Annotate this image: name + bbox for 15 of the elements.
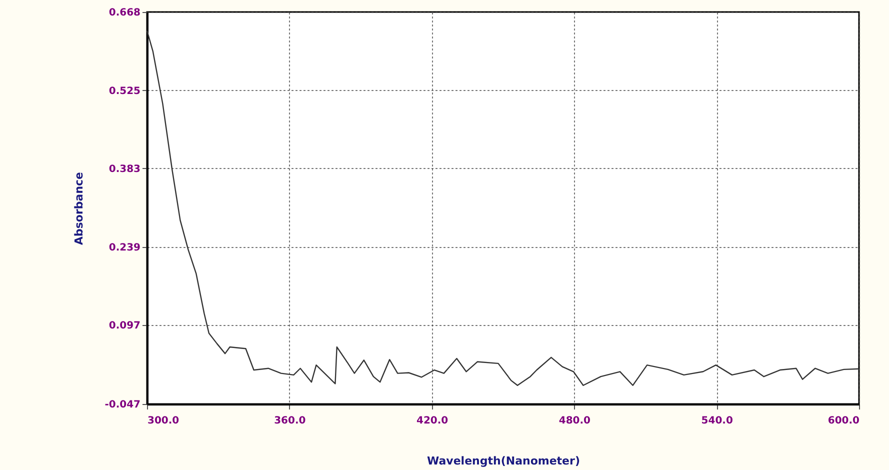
x-tick-label: 420.0 — [416, 416, 448, 426]
y-tick-label: 0.097 — [108, 320, 141, 332]
x-axis-title: Wavelength(Nanometer) — [427, 454, 580, 468]
x-tick-label: 360.0 — [274, 416, 306, 426]
x-tick-label: 480.0 — [558, 416, 591, 426]
y-tick-label: -0.047 — [104, 400, 141, 410]
line-series — [146, 30, 859, 386]
x-tick-label: 600.0 — [828, 416, 860, 426]
y-axis-title: Absorbance — [72, 172, 86, 246]
x-tick-label: 540.0 — [701, 416, 733, 426]
y-tick-label: 0.525 — [108, 86, 141, 97]
y-tick-label: 0.383 — [108, 164, 141, 175]
x-tick-label: 300.0 — [148, 416, 180, 426]
y-tick-label: 0.239 — [108, 242, 141, 254]
y-tick-label: 0.668 — [108, 8, 141, 18]
